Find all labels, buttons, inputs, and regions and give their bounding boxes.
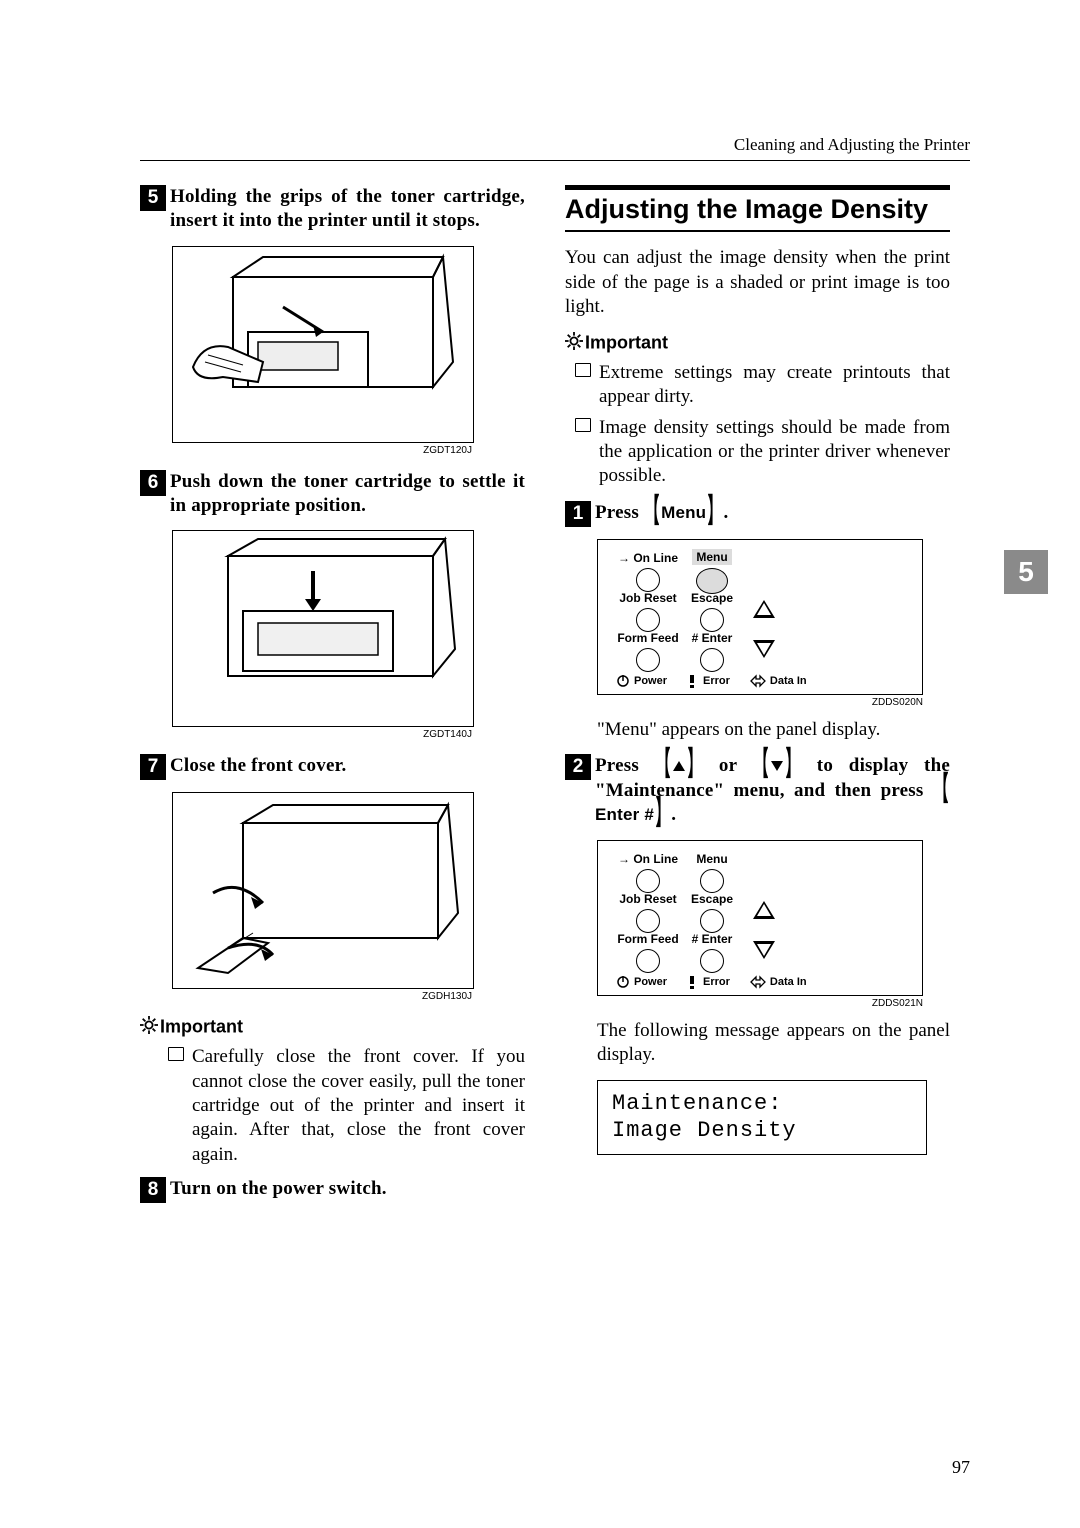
header-rule — [140, 160, 970, 161]
gear-icon — [565, 332, 583, 355]
lcd-line-2: Image Density — [612, 1118, 912, 1144]
after-panel-1-text: "Menu" appears on the panel display. — [597, 718, 950, 743]
step-5-text: Holding the grips of the toner cartridge… — [170, 185, 525, 234]
intro-text: You can adjust the image density when th… — [565, 246, 950, 320]
datain-icon — [750, 674, 766, 688]
lcd-line-1: Maintenance: — [612, 1091, 912, 1117]
figure-push-toner — [172, 530, 474, 727]
left-column: 5 Holding the grips of the toner cartrid… — [140, 185, 525, 1215]
panel-2-caption: ZDDS021N — [565, 998, 923, 1009]
power-label: Power — [634, 675, 667, 687]
up-arrow-icon — [753, 901, 775, 919]
step-1-post: . — [723, 502, 728, 523]
power-icon — [616, 674, 630, 688]
error-label: Error — [703, 675, 730, 687]
power-label-2: Power — [634, 976, 667, 988]
important-2-text: Image density settings should be made fr… — [599, 416, 950, 489]
step-2-badge: 2 — [565, 754, 591, 780]
error-icon — [687, 674, 699, 688]
formfeed-label-2: Form Feed — [617, 932, 678, 946]
menu-label-2: Menu — [696, 852, 727, 866]
jobreset-label-2: Job Reset — [619, 892, 676, 906]
step-5: 5 Holding the grips of the toner cartrid… — [140, 185, 525, 234]
escape-label: Escape — [691, 591, 733, 605]
figure-5-caption: ZGDT120J — [140, 445, 472, 456]
square-bullet-icon — [168, 1047, 184, 1061]
enter-key: Enter # — [595, 805, 654, 824]
step-2-text: Press 【】 or 【】 to display the "Maintenan… — [595, 754, 950, 827]
menu-label: Menu — [696, 550, 727, 564]
step-8-text: Turn on the power switch. — [170, 1177, 525, 1203]
panel-1-caption: ZDDS020N — [565, 697, 923, 708]
step-1-right: 1 Press 【Menu】. — [565, 501, 950, 527]
square-bullet-icon — [575, 418, 591, 432]
step-1-badge: 1 — [565, 501, 591, 527]
important-item-2: Image density settings should be made fr… — [575, 416, 950, 489]
step-6-badge: 6 — [140, 470, 166, 496]
step-7-text: Close the front cover. — [170, 754, 525, 780]
important-heading-right: Important — [565, 332, 950, 355]
online-label-2: On Line — [633, 852, 678, 866]
right-column: Adjusting the Image Density You can adju… — [565, 185, 950, 1215]
chapter-tab: 5 — [1004, 550, 1048, 594]
escape-label-2: Escape — [691, 892, 733, 906]
step-2-mid: or — [703, 755, 753, 776]
important-1-text: Extreme settings may create printouts th… — [599, 361, 950, 410]
datain-icon — [750, 975, 766, 989]
important-item-left: Carefully close the front cover. If you … — [168, 1045, 525, 1167]
error-label-2: Error — [703, 976, 730, 988]
step-1-pre: Press — [595, 502, 644, 523]
jobreset-label: Job Reset — [619, 591, 676, 605]
step-2-post2: . — [671, 804, 676, 825]
square-bullet-icon — [575, 363, 591, 377]
figure-close-cover — [172, 792, 474, 989]
gear-icon — [140, 1016, 158, 1039]
menu-key: Menu — [661, 503, 706, 522]
power-icon — [616, 975, 630, 989]
after-panel-2-text: The following message appears on the pan… — [597, 1019, 950, 1068]
page-number: 97 — [952, 1457, 970, 1478]
important-heading-left: Important — [140, 1016, 525, 1039]
formfeed-label: Form Feed — [617, 631, 678, 645]
control-panel-2: → On Line Menu Job Reset Escape Form Fee… — [597, 840, 923, 996]
step-1-text: Press 【Menu】. — [595, 501, 950, 527]
step-2-pre: Press — [595, 755, 655, 776]
error-icon — [687, 975, 699, 989]
step-2-right: 2 Press 【】 or 【】 to display the "Mainten… — [565, 754, 950, 827]
step-8-badge: 8 — [140, 1177, 166, 1203]
step-6: 6 Push down the toner cartridge to settl… — [140, 470, 525, 519]
enter-label-2: Enter — [702, 932, 733, 946]
important-item-1: Extreme settings may create printouts th… — [575, 361, 950, 410]
figure-insert-toner — [172, 246, 474, 443]
step-5-badge: 5 — [140, 185, 166, 211]
figure-7-caption: ZGDH130J — [140, 991, 472, 1002]
step-7: 7 Close the front cover. — [140, 754, 525, 780]
step-8: 8 Turn on the power switch. — [140, 1177, 525, 1203]
up-arrow-icon — [753, 600, 775, 618]
important-label-left: Important — [160, 1017, 243, 1037]
datain-label-2: Data In — [770, 976, 807, 988]
figure-6-caption: ZGDT140J — [140, 729, 472, 740]
lcd-display: Maintenance: Image Density — [597, 1080, 927, 1155]
important-text-left: Carefully close the front cover. If you … — [192, 1045, 525, 1167]
important-label-right: Important — [585, 332, 668, 352]
step-7-badge: 7 — [140, 754, 166, 780]
section-title: Adjusting the Image Density — [565, 185, 950, 232]
control-panel-1: → On Line Menu Job Reset Escape Form Fee… — [597, 539, 923, 695]
enter-label: Enter — [702, 631, 733, 645]
down-arrow-icon — [753, 640, 775, 658]
breadcrumb: Cleaning and Adjusting the Printer — [734, 135, 970, 155]
step-6-text: Push down the toner cartridge to settle … — [170, 470, 525, 519]
down-arrow-icon — [753, 941, 775, 959]
online-label: On Line — [633, 551, 678, 565]
datain-label: Data In — [770, 675, 807, 687]
